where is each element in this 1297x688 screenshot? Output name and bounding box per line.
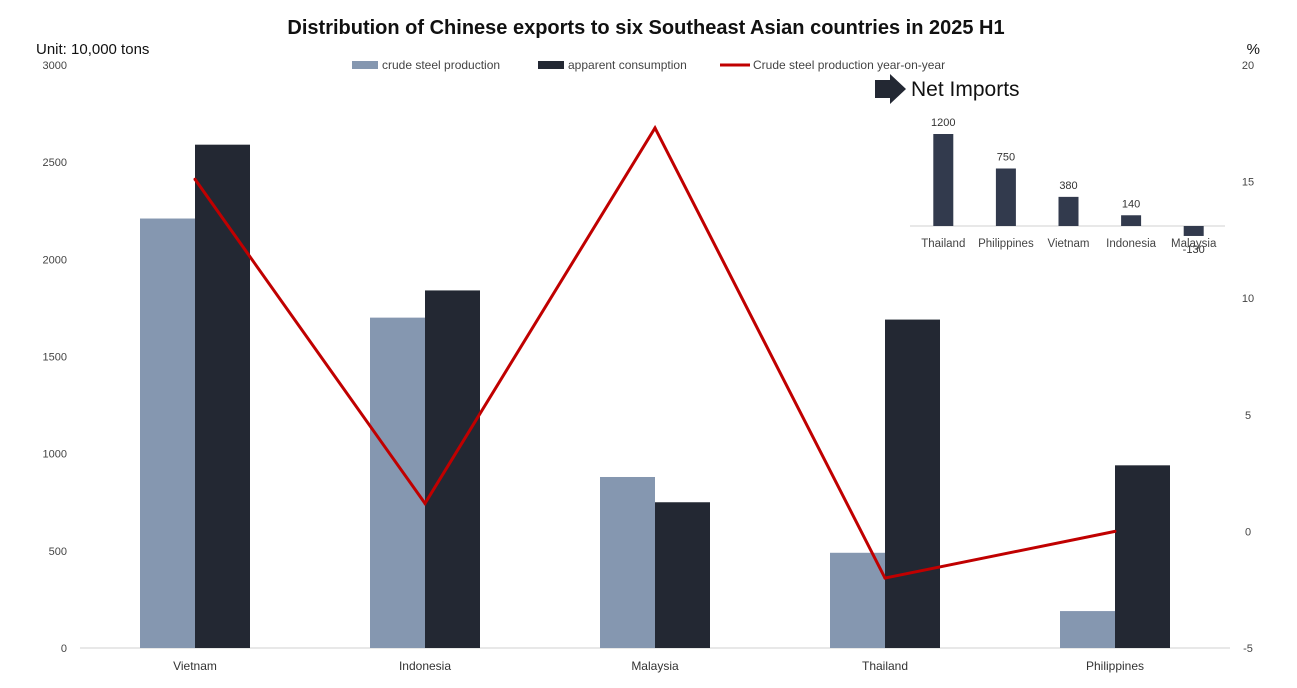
bar-crude-steel-production [1060, 611, 1115, 648]
inset-title: Net Imports [911, 78, 1020, 101]
right-tick-label: 5 [1245, 410, 1251, 422]
net-imports-inset: Net Imports 1200 Thailand 750 Philippines 380… [875, 74, 1225, 256]
category-label: Malaysia [631, 659, 679, 673]
right-axis: -5 0 5 10 15 20 [1242, 60, 1254, 655]
left-tick-label: 3000 [43, 60, 67, 72]
yoy-point [653, 126, 657, 130]
inset-category-label: Malaysia [1171, 238, 1217, 250]
category-labels: Vietnam Indonesia Malaysia Thailand Philippi… [173, 659, 1144, 673]
inset-category-label: Vietnam [1048, 238, 1090, 250]
yoy-point [193, 177, 197, 181]
bar-apparent-consumption [1115, 465, 1170, 648]
inset-category-label: Philippines [978, 238, 1034, 250]
inset-data-label: 1200 [931, 117, 955, 129]
right-tick-label: 10 [1242, 293, 1254, 305]
bar-crude-steel-production [140, 218, 195, 649]
yoy-line-series [193, 124, 1117, 580]
left-tick-label: 500 [49, 546, 67, 558]
right-tick-label: 15 [1242, 177, 1254, 189]
category-label: Philippines [1086, 659, 1144, 673]
inset-data-label: -130 [1183, 244, 1205, 256]
left-axis: 0 500 1000 1500 2000 2500 3000 [43, 60, 67, 655]
legend-label: Crude steel production year-on-year [753, 58, 945, 72]
yoy-point [423, 501, 427, 505]
inset-data-label: 140 [1122, 198, 1140, 210]
legend-label: crude steel production [382, 58, 500, 72]
left-tick-label: 2000 [43, 254, 67, 266]
inset-bar [995, 168, 1016, 226]
inset-category-label: Thailand [921, 238, 965, 250]
legend-label: apparent consumption [568, 58, 687, 72]
bar-apparent-consumption [885, 319, 940, 648]
right-unit-label: % [1247, 41, 1260, 58]
inset-bar [1183, 226, 1204, 236]
left-tick-label: 0 [61, 643, 67, 655]
chart-title: Distribution of Chinese exports to six S… [287, 17, 1004, 39]
category-label: Thailand [862, 659, 908, 673]
left-tick-label: 2500 [43, 157, 67, 169]
right-tick-label: 20 [1242, 60, 1254, 72]
inset-data-label: 750 [997, 152, 1015, 164]
legend-swatch [352, 61, 378, 69]
bar-crude-steel-production [830, 552, 885, 648]
yoy-point [1113, 529, 1117, 533]
inset-bar [933, 134, 954, 226]
bar-crude-steel-production [600, 476, 655, 648]
bar-apparent-consumption [195, 144, 250, 648]
right-tick-label: 0 [1245, 526, 1251, 538]
inset-bar [1121, 215, 1142, 226]
yoy-point [883, 576, 887, 580]
bar-apparent-consumption [425, 290, 480, 648]
arrow-right-icon [875, 74, 906, 104]
bar-apparent-consumption [655, 502, 710, 648]
category-label: Vietnam [173, 659, 217, 673]
left-tick-label: 1000 [43, 449, 67, 461]
legend: crude steel production apparent consumpti… [352, 58, 945, 72]
left-unit-label: Unit: 10,000 tons [36, 41, 149, 58]
inset-bar [1058, 196, 1079, 226]
legend-swatch [538, 61, 564, 69]
bar-crude-steel-production [370, 317, 425, 648]
main-bars [140, 144, 1170, 649]
inset-data-label: 380 [1059, 180, 1077, 192]
left-tick-label: 1500 [43, 352, 67, 364]
inset-category-label: Indonesia [1106, 238, 1156, 250]
right-tick-label: -5 [1243, 643, 1253, 655]
category-label: Indonesia [399, 659, 451, 673]
